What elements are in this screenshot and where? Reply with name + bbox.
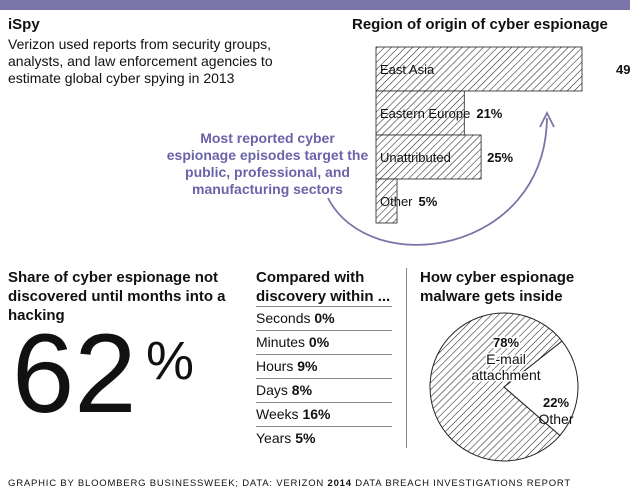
discovery-row-hours: Hours 9% <box>256 354 392 378</box>
region-bar <box>375 178 398 224</box>
pie-slice-percent-label: 22% <box>543 395 569 410</box>
discovery-time-list: Seconds 0% Minutes 0% Hours 9% Days 8% W… <box>256 306 392 450</box>
comparison-title: Compared with discovery within ... <box>256 269 391 305</box>
pie-slice-name-label: E-mail <box>486 351 526 367</box>
callout-arrow-line <box>327 117 548 246</box>
share-value: 62 <box>12 311 137 436</box>
graphic-intro-text: Verizon used reports from security group… <box>8 36 273 86</box>
region-bar <box>375 90 465 136</box>
pie-slice-percent-label: 78% <box>493 335 519 350</box>
region-bar <box>375 134 482 180</box>
region-bar-value-label: 5% <box>419 194 438 209</box>
share-title: Share of cyber espionage not discovered … <box>8 269 226 324</box>
sector-callout: Most reported cyber espionage episodes t… <box>166 130 369 197</box>
pie-slice-name-label: attachment <box>471 367 540 383</box>
region-bar-category-label: Eastern Europe <box>380 106 470 121</box>
pie-slice-name-label: Other <box>538 411 573 427</box>
discovery-row-years: Years 5% <box>256 426 392 450</box>
column-divider <box>406 268 407 448</box>
row-label: Seconds <box>256 310 311 326</box>
discovery-row-days: Days 8% <box>256 378 392 402</box>
region-bar <box>375 46 583 92</box>
row-value: 0% <box>314 310 335 326</box>
row-label: Weeks <box>256 406 299 422</box>
region-bar-category-label: East Asia <box>380 62 435 77</box>
region-bar-category-label: Unattributed <box>380 150 451 165</box>
region-bar-value-label: 25% <box>487 150 513 165</box>
region-bar-category-label: Other <box>380 194 413 209</box>
row-label: Days <box>256 382 288 398</box>
region-bar-chart: East Asia 49% Eastern Europe 21% Unattribute… <box>327 46 630 246</box>
graphic-title: iSpy <box>8 16 40 33</box>
row-label: Years <box>256 430 292 446</box>
share-percent-sign: % <box>146 331 195 391</box>
pie-slice <box>429 312 563 462</box>
region-chart-title: Region of origin of cyber espionage <box>352 16 608 33</box>
row-label: Minutes <box>256 334 306 350</box>
pie-slice <box>503 340 579 437</box>
region-bar-value-label: 49% <box>616 62 630 77</box>
row-value: 0% <box>308 334 330 350</box>
row-value: 16% <box>302 406 331 422</box>
discovery-row-minutes: Minutes 0% <box>256 330 392 354</box>
row-label: Hours <box>256 358 294 374</box>
region-bar-value-label: 21% <box>476 106 502 121</box>
row-value: 5% <box>295 430 316 446</box>
discovery-row-weeks: Weeks 16% <box>256 402 392 426</box>
discovery-row-seconds: Seconds 0% <box>256 306 392 330</box>
top-accent-bar <box>0 0 630 10</box>
source-credit: GRAPHIC BY BLOOMBERG BUSINESSWEEK; DATA:… <box>8 478 572 489</box>
row-value: 9% <box>297 358 318 374</box>
malware-chart-title: How cyber espionage malware gets inside <box>420 269 575 305</box>
callout-arrowhead-icon <box>539 110 555 128</box>
row-value: 8% <box>291 382 313 398</box>
